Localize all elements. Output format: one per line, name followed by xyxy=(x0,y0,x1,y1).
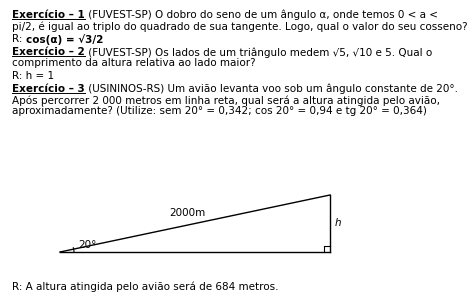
Text: Após percorrer 2 000 metros em linha reta, qual será a altura atingida pelo aviã: Após percorrer 2 000 metros em linha ret… xyxy=(12,95,440,106)
Text: Exercício – 1: Exercício – 1 xyxy=(12,10,85,20)
Text: (FUVEST-SP) O dobro do seno de um ângulo α, onde temos 0 < a <: (FUVEST-SP) O dobro do seno de um ângulo… xyxy=(85,10,438,20)
Text: aproximadamente? (Utilize: sem 20° = 0,342; cos 20° = 0,94 e tg 20° = 0,364): aproximadamente? (Utilize: sem 20° = 0,3… xyxy=(12,106,427,116)
Text: (USININOS-RS) Um avião levanta voo sob um ângulo constante de 20°.: (USININOS-RS) Um avião levanta voo sob u… xyxy=(85,84,458,94)
Text: cos(α) = √3/2: cos(α) = √3/2 xyxy=(26,34,103,45)
Text: comprimento da altura relativa ao lado maior?: comprimento da altura relativa ao lado m… xyxy=(12,58,255,68)
Text: R: h = 1: R: h = 1 xyxy=(12,71,54,81)
Text: R:: R: xyxy=(12,34,26,44)
Text: pi/2, é igual ao triplo do quadrado de sua tangente. Logo, qual o valor do seu c: pi/2, é igual ao triplo do quadrado de s… xyxy=(12,21,468,32)
Text: 20°: 20° xyxy=(78,240,96,250)
Text: (FUVEST-SP) Os lados de um triângulo medem √5, √10 e 5. Qual o: (FUVEST-SP) Os lados de um triângulo med… xyxy=(85,47,432,58)
Text: Exercício – 3: Exercício – 3 xyxy=(12,84,85,94)
Text: h: h xyxy=(335,219,342,229)
Text: Exercício – 2: Exercício – 2 xyxy=(12,47,85,57)
Text: R: A altura atingida pelo avião será de 684 metros.: R: A altura atingida pelo avião será de … xyxy=(12,282,279,293)
Text: 2000m: 2000m xyxy=(169,209,205,219)
